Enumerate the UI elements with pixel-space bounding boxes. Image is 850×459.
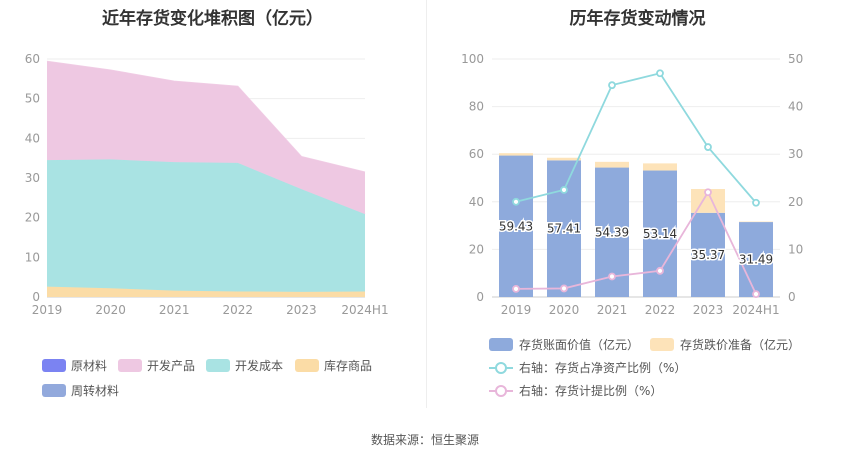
left-chart-title: 近年存货变化堆积图（亿元） — [102, 9, 323, 29]
bar-book_value — [547, 160, 581, 297]
y-tick-label: 20 — [25, 211, 40, 225]
y-tick-label: 20 — [469, 242, 484, 256]
bar-data-label: 54.39 — [595, 225, 629, 239]
x-tick-label: 2022 — [223, 303, 254, 317]
stacked-area-chart: 0 10 20 30 40 50 60 2019 2020 2021 2022 2023 2024H1 — [25, 52, 389, 317]
inventory-bar-line-chart: 0 20 40 60 80 100 0 10 20 30 40 50 2019 2020 2021 2022 2… — [461, 52, 803, 317]
area-development_cost — [47, 159, 365, 292]
x-tick-label: 2021 — [159, 303, 190, 317]
point-net_assets_ratio — [704, 143, 712, 151]
bar-book_value — [739, 222, 773, 297]
right-legend: 存货账面价值（亿元） 存货跌价准备（亿元） 右轴：存货占净资产比例（%） 右轴：存货计… — [489, 337, 800, 398]
x-tick-label: 2021 — [597, 303, 628, 317]
legend-label-provision_ratio: 右轴：存货计提比例（%） — [519, 383, 662, 398]
point-provision_ratio — [560, 284, 568, 293]
bar-book_value — [643, 170, 677, 297]
x-tick-label: 2024H1 — [341, 303, 388, 317]
bar-data-label: 57.41 — [547, 222, 581, 236]
bar-impairment — [547, 157, 581, 161]
y2-tick-label: 50 — [788, 52, 803, 66]
x-tick-label: 2023 — [693, 303, 724, 317]
y-tick-label: 0 — [476, 290, 484, 304]
x-tick-label: 2022 — [645, 303, 676, 317]
y-tick-label: 100 — [461, 52, 484, 66]
legend-swatch-developed_products — [118, 359, 142, 372]
y2-tick-label: 40 — [788, 100, 803, 114]
x-tick-label: 2020 — [549, 303, 580, 317]
legend-marker-net_assets_ratio — [495, 362, 507, 374]
y2-tick-label: 0 — [788, 290, 796, 304]
bar-data-label: 35.37 — [691, 248, 725, 262]
legend-swatch-development_cost — [206, 359, 230, 372]
y-tick-label: 40 — [25, 131, 40, 145]
x-tick-label: 2024H1 — [732, 303, 779, 317]
bar-impairment — [595, 161, 629, 168]
legend-swatch-impairment — [650, 338, 674, 351]
y-tick-label: 30 — [25, 171, 40, 185]
point-provision_ratio — [704, 188, 712, 197]
y-tick-label: 40 — [469, 195, 484, 209]
legend-label-revolving_materials: 周转材料 — [71, 383, 119, 398]
x-tick-label: 2019 — [32, 303, 63, 317]
y-tick-label: 80 — [469, 100, 484, 114]
bar-impairment — [499, 153, 533, 156]
y2-tick-label: 30 — [788, 147, 803, 161]
point-net_assets_ratio — [560, 185, 568, 194]
y-tick-label: 60 — [25, 52, 40, 66]
bar-data-label: 59.43 — [499, 219, 533, 233]
legend-label-inventory_goods: 库存商品 — [324, 358, 372, 373]
y-tick-label: 50 — [25, 92, 40, 106]
legend-label-book_value: 存货账面价值（亿元） — [519, 337, 639, 352]
x-tick-label: 2020 — [95, 303, 126, 317]
area-edge-developed_products — [46, 60, 366, 173]
point-net_assets_ratio — [656, 69, 664, 78]
point-provision_ratio — [752, 290, 760, 299]
legend-label-raw_materials: 原材料 — [71, 359, 107, 373]
legend-swatch-book_value — [489, 338, 513, 351]
bar-data-label: 53.14 — [643, 227, 677, 241]
legend-swatch-raw_materials — [42, 359, 66, 372]
y2-tick-label: 20 — [788, 195, 803, 209]
x-tick-label: 2019 — [501, 303, 532, 317]
point-net_assets_ratio — [608, 81, 616, 90]
data-source-footer: 数据来源：恒生聚源 — [370, 433, 479, 447]
y-tick-label: 10 — [25, 250, 40, 264]
area-developed_products — [47, 61, 365, 215]
point-net_assets_ratio — [752, 198, 760, 207]
bar-impairment — [643, 163, 677, 171]
legend-marker-provision_ratio — [495, 385, 507, 397]
bar-book_value — [499, 155, 533, 297]
point-provision_ratio — [512, 285, 520, 293]
point-provision_ratio — [656, 266, 664, 275]
right-chart-title: 历年存货变动情况 — [569, 9, 706, 29]
x-tick-label: 2023 — [286, 303, 317, 317]
legend-label-net_assets_ratio: 右轴：存货占净资产比例（%） — [519, 360, 686, 375]
y2-tick-label: 10 — [788, 242, 803, 256]
point-net_assets_ratio — [512, 197, 520, 206]
bar-book_value — [691, 212, 725, 297]
line-net_assets_ratio — [515, 72, 757, 204]
y-tick-label: 0 — [32, 290, 40, 304]
legend-swatch-revolving_materials — [42, 384, 66, 397]
legend-label-impairment: 存货跌价准备（亿元） — [680, 337, 800, 352]
bar-data-label: 31.49 — [739, 253, 773, 267]
legend-swatch-inventory_goods — [295, 359, 319, 372]
legend-label-development_cost: 开发成本 — [235, 358, 283, 373]
point-provision_ratio — [608, 272, 616, 281]
legend-label-developed_products: 开发产品 — [147, 358, 195, 373]
line-provision_ratio — [515, 190, 757, 295]
chart-divider — [426, 0, 427, 408]
y-tick-label: 60 — [469, 147, 484, 161]
